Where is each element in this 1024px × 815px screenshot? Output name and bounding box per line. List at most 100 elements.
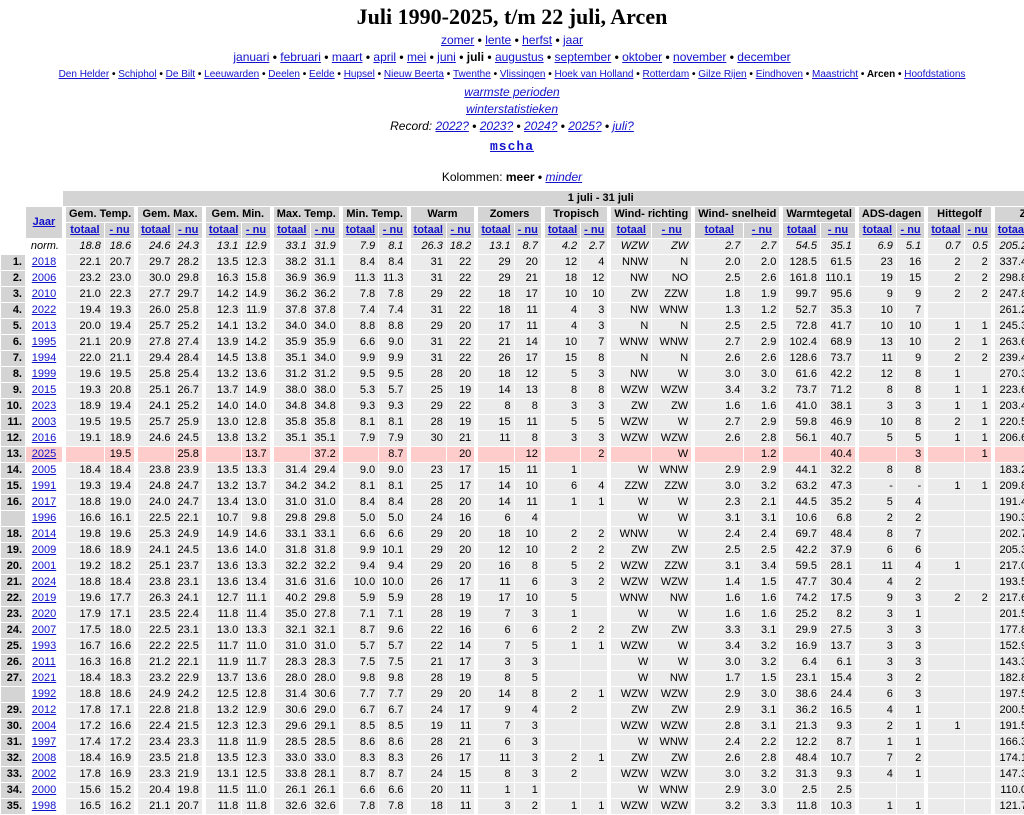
month-link-oktober[interactable]: oktober: [622, 50, 663, 64]
sort-link-totaal-hittegolf[interactable]: totaal: [931, 224, 961, 236]
year-link-1995[interactable]: 1995: [31, 336, 57, 348]
sort-link-nu-max-temp[interactable]: - nu: [314, 224, 335, 236]
year-link-2025[interactable]: 2025: [31, 448, 57, 460]
year-link-2011[interactable]: 2011: [32, 656, 56, 668]
sort-link-nu-warmtegetal[interactable]: - nu: [827, 224, 849, 236]
year-link-1999[interactable]: 1999: [31, 368, 57, 380]
year-link-2000[interactable]: 2000: [31, 784, 57, 796]
record-link-2023[interactable]: 2023?: [479, 119, 514, 133]
month-link-april[interactable]: april: [373, 50, 397, 64]
station-link-de-bilt[interactable]: De Bilt: [165, 69, 196, 80]
station-link-eelde[interactable]: Eelde: [309, 69, 335, 80]
sort-link-totaal-zon[interactable]: totaal: [997, 224, 1024, 236]
station-link-twenthe[interactable]: Twenthe: [452, 69, 491, 80]
year-link-2002[interactable]: 2002: [31, 768, 57, 780]
sort-link-nu-hittegolf[interactable]: - nu: [967, 224, 988, 236]
mscha-link[interactable]: mscha: [489, 139, 534, 154]
season-link-lente[interactable]: lente: [485, 33, 512, 47]
station-link-hupsel[interactable]: Hupsel: [343, 69, 375, 80]
year-link-2001[interactable]: 2001: [31, 560, 57, 572]
station-link-gilze-rijen[interactable]: Gilze Rijen: [698, 69, 747, 80]
jaar-sort-link[interactable]: Jaar: [32, 216, 56, 228]
year-link-2022[interactable]: 2022: [31, 304, 57, 316]
sort-link-totaal-warm[interactable]: totaal: [413, 224, 443, 236]
year-link-2008[interactable]: 2008: [31, 752, 57, 764]
year-link-2014[interactable]: 2014: [31, 528, 57, 540]
year-link-2005[interactable]: 2005: [31, 464, 57, 476]
year-link-1991[interactable]: 1991: [31, 480, 57, 492]
sort-link-nu-min-temp[interactable]: - nu: [382, 224, 403, 236]
year-link-1992[interactable]: 1992: [31, 688, 57, 700]
sort-link-totaal-min-temp[interactable]: totaal: [345, 224, 376, 236]
year-link-2013[interactable]: 2013: [31, 320, 57, 332]
year-link-1993[interactable]: 1993: [31, 640, 57, 652]
year-link-1994[interactable]: 1994: [31, 352, 57, 364]
year-link-2004[interactable]: 2004: [31, 720, 57, 732]
sort-link-totaal-ads-dagen[interactable]: totaal: [862, 224, 893, 236]
sort-link-totaal-gem-temp[interactable]: totaal: [70, 224, 100, 236]
season-link-jaar[interactable]: jaar: [563, 33, 584, 47]
sort-link-nu-wind-richting[interactable]: - nu: [661, 224, 682, 236]
sort-link-nu-zomers[interactable]: - nu: [517, 224, 538, 236]
month-link-februari[interactable]: februari: [280, 50, 321, 64]
month-link-januari[interactable]: januari: [233, 50, 270, 64]
station-link-maastricht[interactable]: Maastricht: [812, 69, 859, 80]
sort-link-nu-gem-max[interactable]: - nu: [178, 224, 199, 236]
kolommen-minder-link[interactable]: minder: [545, 170, 583, 184]
year-link-2024[interactable]: 2024: [31, 576, 57, 588]
year-link-2010[interactable]: 2010: [31, 288, 57, 300]
sort-link-nu-warm[interactable]: - nu: [450, 224, 471, 236]
season-link-zomer[interactable]: zomer: [440, 33, 475, 47]
station-link-schiphol[interactable]: Schiphol: [118, 69, 157, 80]
warmste-perioden-link[interactable]: warmste perioden: [464, 85, 560, 99]
station-link-eindhoven[interactable]: Eindhoven: [755, 69, 803, 80]
sort-link-totaal-warmtegetal[interactable]: totaal: [786, 224, 817, 236]
winterstatistieken-link[interactable]: winterstatistieken: [465, 102, 559, 116]
year-link-2012[interactable]: 2012: [31, 704, 57, 716]
month-link-mei[interactable]: mei: [406, 50, 427, 64]
sort-link-nu-wind-snelheid[interactable]: - nu: [751, 224, 772, 236]
year-link-2020[interactable]: 2020: [31, 608, 57, 620]
station-link-nieuw-beerta[interactable]: Nieuw Beerta: [383, 69, 444, 80]
station-link-hoofdstations[interactable]: Hoofdstations: [904, 69, 966, 80]
sort-link-totaal-wind-richting[interactable]: totaal: [616, 224, 646, 236]
station-link-vlissingen[interactable]: Vlissingen: [499, 69, 546, 80]
station-link-leeuwarden[interactable]: Leeuwarden: [204, 69, 260, 80]
year-link-2003[interactable]: 2003: [31, 416, 57, 428]
sort-link-totaal-max-temp[interactable]: totaal: [277, 224, 307, 236]
record-link-2025[interactable]: 2025?: [568, 119, 602, 133]
station-link-den-helder[interactable]: Den Helder: [58, 69, 110, 80]
month-link-september[interactable]: september: [554, 50, 612, 64]
year-link-2017[interactable]: 2017: [31, 496, 57, 508]
year-link-1998[interactable]: 1998: [31, 800, 57, 812]
sort-link-totaal-tropisch[interactable]: totaal: [547, 224, 578, 236]
sort-link-nu-gem-temp[interactable]: - nu: [109, 224, 130, 236]
sort-link-totaal-wind-snelheid[interactable]: totaal: [704, 224, 734, 236]
month-link-juni[interactable]: juni: [437, 50, 456, 64]
record-link-2024[interactable]: 2024?: [524, 119, 558, 133]
sort-link-nu-gem-min[interactable]: - nu: [245, 224, 267, 236]
sort-link-totaal-gem-min[interactable]: totaal: [208, 224, 239, 236]
sort-link-totaal-zomers[interactable]: totaal: [481, 224, 511, 236]
year-link-2023[interactable]: 2023: [31, 400, 57, 412]
sort-link-totaal-gem-max[interactable]: totaal: [141, 224, 171, 236]
year-link-1997[interactable]: 1997: [31, 736, 57, 748]
year-link-2015[interactable]: 2015: [31, 384, 57, 396]
year-link-2019[interactable]: 2019: [31, 592, 57, 604]
month-link-december[interactable]: december: [737, 50, 791, 64]
sort-link-nu-ads-dagen[interactable]: - nu: [900, 224, 921, 236]
station-link-deelen[interactable]: Deelen: [268, 69, 300, 80]
sort-link-nu-tropisch[interactable]: - nu: [584, 224, 605, 236]
year-link-2009[interactable]: 2009: [31, 544, 57, 556]
month-link-augustus[interactable]: augustus: [494, 50, 544, 64]
station-link-hoek-van-holland[interactable]: Hoek van Holland: [554, 69, 634, 80]
year-link-2016[interactable]: 2016: [31, 432, 57, 444]
record-link-2022[interactable]: 2022?: [435, 119, 469, 133]
station-link-rotterdam[interactable]: Rotterdam: [642, 69, 690, 80]
month-link-maart[interactable]: maart: [331, 50, 363, 64]
record-link-juli[interactable]: juli?: [612, 119, 634, 133]
year-link-2021[interactable]: 2021: [31, 672, 57, 684]
year-link-2007[interactable]: 2007: [31, 624, 57, 636]
year-link-2006[interactable]: 2006: [31, 272, 57, 284]
month-link-november[interactable]: november: [673, 50, 727, 64]
